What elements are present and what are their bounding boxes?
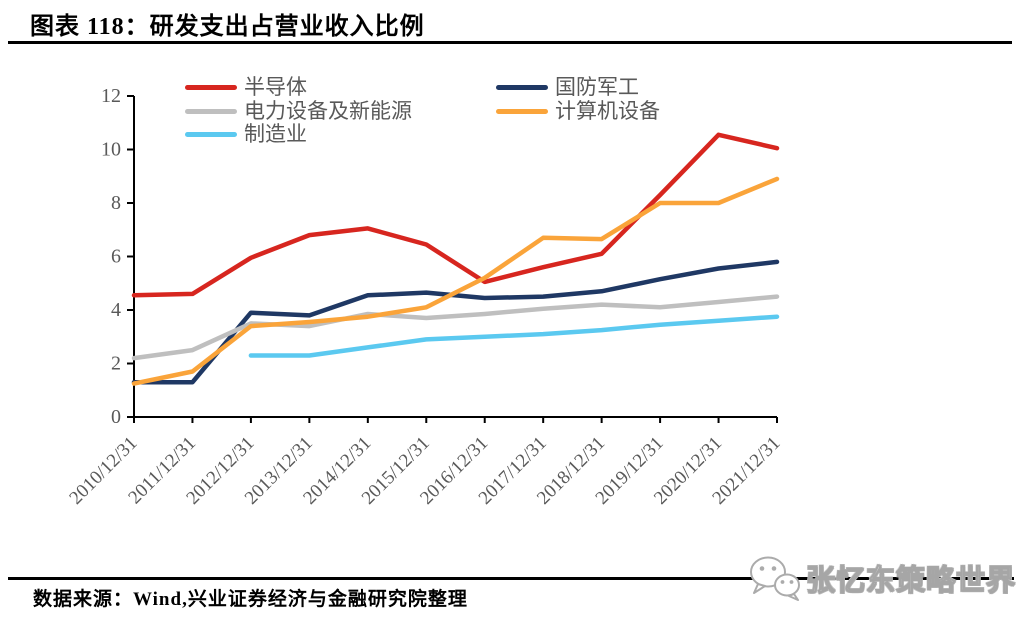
chart-legend: 半导体 国防军工电力设备及新能源 计算机设备制造业 xyxy=(185,76,660,147)
legend-label: 计算机设备 xyxy=(555,99,660,123)
svg-text:12: 12 xyxy=(101,85,121,107)
footer-rule xyxy=(8,577,1014,580)
svg-text:2: 2 xyxy=(111,353,121,375)
title-underline xyxy=(8,41,1012,44)
series-line-国防军工 xyxy=(131,259,780,385)
x-axis-labels: 2010/12/312011/12/312012/12/312013/12/31… xyxy=(65,433,784,509)
legend-swatch xyxy=(496,108,548,114)
legend-item: 电力设备及新能源 xyxy=(185,101,496,122)
legend-label: 电力设备及新能源 xyxy=(244,99,412,123)
svg-text:0: 0 xyxy=(111,406,121,428)
legend-label: 国防军工 xyxy=(555,76,639,100)
svg-text:6: 6 xyxy=(111,246,121,268)
legend-swatch xyxy=(185,108,237,114)
series-line-制造业 xyxy=(248,314,780,358)
svg-text:4: 4 xyxy=(111,299,121,321)
watermark: 张忆东策略世界 xyxy=(748,554,1016,602)
y-axis-labels: 0 2 4 6 8 10 12 xyxy=(101,85,121,428)
legend-swatch xyxy=(185,132,237,138)
series-line-电力设备及新能源 xyxy=(131,294,780,361)
legend-label: 制造业 xyxy=(244,123,307,147)
legend-label: 半导体 xyxy=(244,76,307,100)
svg-text:10: 10 xyxy=(101,139,121,161)
svg-text:8: 8 xyxy=(111,192,121,214)
series-lines xyxy=(131,132,780,386)
legend-swatch xyxy=(496,85,548,91)
watermark-text: 张忆东策略世界 xyxy=(805,564,1016,597)
legend-item: 计算机设备 xyxy=(496,101,660,122)
series-line-计算机设备 xyxy=(131,176,780,386)
data-source: 数据来源：Wind,兴业证券经济与金融研究院整理 xyxy=(33,589,468,610)
legend-item: 国防军工 xyxy=(496,77,660,98)
legend-swatch xyxy=(185,85,237,91)
axes xyxy=(127,95,778,423)
figure-title: 图表 118：研发支出占营业收入比例 xyxy=(30,14,425,40)
series-line-半导体 xyxy=(131,132,780,298)
legend-item: 半导体 xyxy=(185,77,496,98)
wechat-icon xyxy=(749,556,800,601)
legend-item: 制造业 xyxy=(185,124,496,145)
